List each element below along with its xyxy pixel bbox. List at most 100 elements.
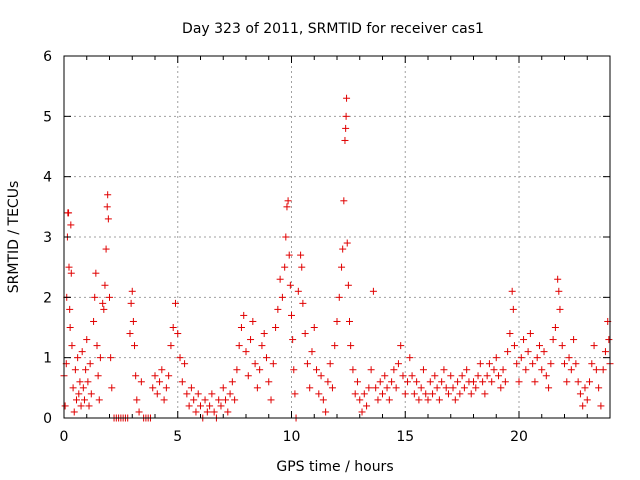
data-point	[344, 281, 352, 289]
data-point	[185, 402, 193, 410]
data-point	[94, 372, 102, 380]
x-tick-label: 15	[396, 429, 414, 445]
data-point	[90, 317, 98, 325]
data-point	[77, 402, 85, 410]
y-tick-label: 6	[43, 49, 52, 65]
data-point	[190, 396, 198, 404]
data-point	[529, 360, 537, 368]
data-point	[101, 281, 109, 289]
data-point	[66, 305, 74, 313]
y-tick-label: 4	[43, 170, 52, 186]
data-point	[385, 396, 393, 404]
data-point	[581, 384, 589, 392]
data-point	[586, 378, 594, 386]
data-point	[192, 408, 200, 416]
data-point	[132, 372, 140, 380]
data-point	[171, 299, 179, 307]
data-point	[567, 366, 575, 374]
data-point	[415, 396, 423, 404]
y-tick-label: 2	[43, 290, 52, 306]
data-point	[96, 354, 104, 362]
data-point	[284, 197, 292, 205]
data-point	[102, 245, 110, 253]
data-point	[67, 269, 75, 277]
data-point	[540, 348, 548, 356]
data-point	[256, 366, 264, 374]
data-point	[131, 342, 139, 350]
data-point	[187, 384, 195, 392]
data-point	[333, 317, 341, 325]
data-point	[262, 354, 270, 362]
data-point	[490, 366, 498, 374]
data-point	[128, 287, 136, 295]
data-point	[156, 378, 164, 386]
data-point	[488, 378, 496, 386]
data-point	[549, 336, 557, 344]
data-point	[472, 384, 480, 392]
data-point	[290, 366, 298, 374]
data-point	[356, 396, 364, 404]
data-point	[222, 396, 230, 404]
data-point	[87, 390, 95, 398]
data-point	[162, 384, 170, 392]
data-point	[538, 366, 546, 374]
y-tick-label: 5	[43, 109, 52, 125]
data-point	[208, 390, 216, 398]
data-point	[374, 396, 382, 404]
data-point	[288, 311, 295, 319]
data-point	[253, 384, 261, 392]
data-point	[497, 384, 505, 392]
data-point	[76, 378, 84, 386]
data-point	[558, 342, 566, 350]
data-point	[197, 402, 204, 410]
data-point	[149, 384, 157, 392]
x-axis-label: GPS time / hours	[276, 459, 393, 475]
data-point	[363, 402, 371, 410]
data-point	[244, 372, 252, 380]
data-point	[556, 305, 564, 313]
data-point	[597, 402, 605, 410]
data-point	[251, 360, 259, 368]
data-point	[590, 342, 598, 350]
data-point	[456, 390, 464, 398]
data-point	[231, 396, 239, 404]
data-point	[383, 384, 391, 392]
data-point	[379, 390, 386, 398]
data-point	[431, 372, 439, 380]
data-point	[522, 366, 530, 374]
data-point	[342, 112, 350, 120]
data-point	[276, 275, 284, 283]
data-point	[572, 360, 580, 368]
data-point	[249, 317, 257, 325]
data-point	[106, 293, 113, 301]
data-point	[70, 408, 78, 416]
x-tick-label: 20	[510, 429, 528, 445]
data-point	[326, 360, 334, 368]
data-point	[299, 299, 307, 307]
data-point	[176, 354, 184, 362]
data-point	[317, 372, 325, 380]
data-point	[341, 136, 349, 144]
data-point	[82, 366, 90, 374]
data-point	[274, 305, 282, 313]
data-point	[426, 378, 434, 386]
data-point	[376, 378, 384, 386]
data-point	[75, 390, 83, 398]
data-point	[595, 384, 603, 392]
data-point	[308, 348, 316, 356]
data-point	[506, 330, 514, 338]
data-point	[509, 305, 517, 313]
data-point	[224, 408, 232, 416]
data-point	[531, 378, 539, 386]
data-point	[435, 396, 443, 404]
data-point	[104, 215, 112, 223]
data-point	[458, 372, 466, 380]
data-point	[286, 281, 294, 289]
data-point	[104, 191, 112, 199]
data-point	[282, 233, 290, 241]
data-point	[583, 396, 591, 404]
data-point	[351, 390, 359, 398]
data-point	[79, 384, 87, 392]
data-point	[181, 360, 189, 368]
data-point	[353, 378, 361, 386]
